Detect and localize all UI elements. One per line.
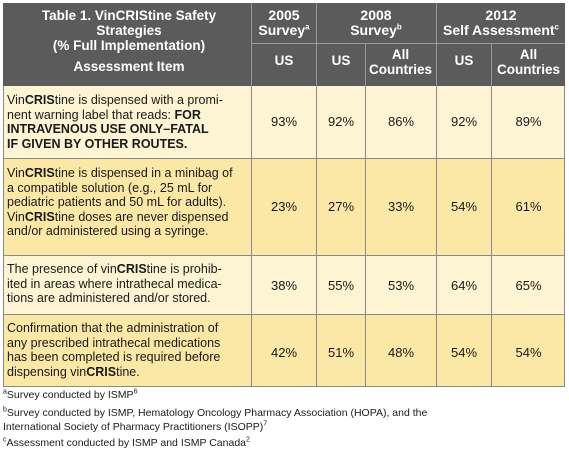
header-2008-year: 2008	[360, 7, 392, 23]
table-title: Table 1. VinCRIStine Safety Strategies (…	[9, 8, 249, 53]
subheader-2005-us: US	[274, 53, 294, 68]
value-cell: 55%	[327, 278, 355, 293]
value-cell: 92%	[327, 114, 355, 129]
item-line: Confirmation that the administration of	[7, 321, 219, 335]
subheader-2012-us: US	[454, 53, 474, 68]
header-2005: 2005 Surveya	[253, 8, 315, 38]
table-header: Table 1. VinCRIStine Safety Strategies (…	[3, 3, 565, 86]
column-divider	[365, 86, 366, 386]
item-line: and/or administered using a syringe.	[7, 224, 209, 238]
header-2008: 2008 Surveyb	[317, 8, 435, 38]
column-divider	[3, 86, 4, 386]
table-row: VinCRIStine is dispensed with a promi- n…	[3, 86, 565, 158]
assessment-item-text: The presence of vinCRIStine is prohib- i…	[7, 262, 243, 306]
row-divider	[3, 158, 565, 159]
value-cell: 86%	[387, 114, 415, 129]
safety-strategies-table: Table 1. VinCRIStine Safety Strategies (…	[3, 3, 565, 387]
footnote-b-continued: International Society of Pharmacy Practi…	[3, 420, 268, 434]
value-cell: 54%	[450, 345, 478, 360]
table-row: The presence of vinCRIStine is prohib- i…	[3, 256, 565, 314]
footnote-a: aSurvey conducted by ISMP6	[3, 388, 138, 402]
item-line: dispensing vinCRIStine.	[7, 364, 140, 379]
assessment-item-header: Assessment Item	[73, 59, 185, 74]
value-cell: 54%	[515, 345, 542, 360]
item-line: VinCRIStine is dispensed in a minibag of	[7, 166, 233, 180]
header-2005-label: Surveya	[258, 22, 310, 38]
item-line: INTRAVENOUS USE ONLY–FATAL	[7, 122, 209, 136]
assessment-item-text: VinCRIStine is dispensed in a minibag of…	[7, 166, 243, 239]
column-divider	[436, 86, 437, 386]
item-line: ited in areas where intrathecal medica-	[7, 276, 222, 291]
value-cell: 65%	[515, 278, 542, 293]
item-line: any prescribed intrathecal medications	[7, 335, 221, 350]
assessment-item-text: Confirmation that the administration of …	[7, 321, 243, 379]
item-line: VinCRIStine doses are never dispensed	[7, 209, 229, 224]
footnote-mark-b: b	[396, 22, 402, 32]
row-divider	[3, 386, 565, 387]
value-cell: 93%	[270, 114, 298, 129]
value-cell: 51%	[327, 345, 355, 360]
value-cell: 54%	[450, 199, 478, 214]
column-divider	[251, 86, 252, 386]
value-cell: 92%	[450, 114, 478, 129]
header-2005-year: 2005	[268, 7, 300, 23]
header-2012-year: 2012	[485, 7, 517, 23]
footnote-mark-a: a	[305, 22, 310, 32]
table-title-line2: (% Full Implementation)	[52, 38, 206, 53]
header-vline	[491, 43, 492, 86]
value-cell: 64%	[450, 278, 478, 293]
value-cell: 23%	[270, 199, 298, 214]
column-divider	[564, 86, 565, 386]
header-2008-label: Surveyb	[350, 22, 402, 38]
item-line: The presence of vinCRIStine is prohib-	[7, 262, 222, 276]
header-vline	[316, 3, 317, 86]
footnote-c: cAssessment conducted by ISMP and ISMP C…	[3, 436, 250, 450]
footnote-mark-c: c	[554, 22, 559, 32]
subheader-2008-us: US	[331, 53, 351, 68]
item-line: VinCRIStine is dispensed with a promi-	[7, 93, 223, 107]
header-2012: 2012 Self Assessmentc	[437, 8, 565, 38]
table-title-line1: Table 1. VinCRIStine Safety Strategies	[41, 8, 217, 38]
subheader-2008-all: All Countries	[368, 47, 432, 77]
column-divider	[491, 86, 492, 386]
value-cell: 42%	[270, 345, 298, 360]
value-cell: 53%	[387, 278, 415, 293]
item-line: a compatible solution (e.g., 25 mL for	[7, 180, 213, 195]
subheader-2012-all: All Countries	[496, 47, 560, 77]
value-cell: 89%	[515, 114, 542, 129]
item-line: pediatric patients and 50 mL for adults)…	[7, 195, 227, 209]
footnote-b: bSurvey conducted by ISMP, Hematology On…	[3, 406, 428, 420]
table-row: Confirmation that the administration of …	[3, 315, 565, 386]
value-cell: 38%	[270, 278, 298, 293]
value-cell: 61%	[515, 199, 542, 214]
value-cell: 27%	[327, 199, 355, 214]
row-divider	[3, 255, 565, 256]
value-cell: 33%	[387, 199, 415, 214]
item-line: nent warning label that reads: FOR	[7, 107, 201, 122]
value-cell: 48%	[387, 345, 415, 360]
header-vline	[436, 3, 437, 86]
header-2012-label: Self Assessmentc	[443, 22, 559, 38]
item-line: has been completed is required before	[7, 350, 221, 364]
column-divider	[316, 86, 317, 386]
table-row: VinCRIStine is dispensed in a minibag of…	[3, 159, 565, 255]
item-line: IF GIVEN BY OTHER ROUTES.	[7, 136, 188, 151]
item-line: tions are administered and/or stored.	[7, 291, 211, 305]
header-divider	[251, 43, 565, 44]
header-vline	[251, 3, 252, 86]
row-divider	[3, 314, 565, 315]
header-vline	[365, 43, 366, 86]
assessment-item-text: VinCRIStine is dispensed with a promi- n…	[7, 93, 243, 151]
